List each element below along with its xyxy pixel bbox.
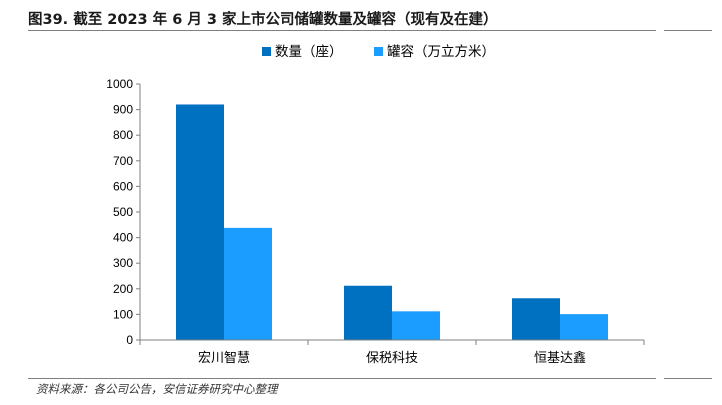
top-rule — [28, 30, 656, 31]
bottom-rule — [28, 378, 656, 379]
y-tick-label: 700 — [113, 154, 133, 168]
y-tick-label: 1000 — [106, 77, 133, 91]
legend-swatch — [374, 47, 383, 56]
legend: 数量（座） 罐容（万立方米） — [262, 43, 495, 60]
y-tick-label: 400 — [113, 231, 133, 245]
x-category-label: 宏川智慧 — [198, 350, 250, 366]
bar-count — [512, 298, 560, 340]
y-tick-label: 100 — [113, 307, 133, 321]
bar-count — [344, 285, 392, 340]
y-tick-label: 200 — [113, 282, 133, 296]
bars — [176, 104, 608, 340]
y-tick-label: 900 — [113, 103, 133, 117]
bar-capacity — [224, 227, 272, 340]
x-axis: 宏川智慧 保税科技 恒基达鑫 — [139, 339, 645, 366]
y-tick-label: 500 — [113, 205, 133, 219]
legend-swatch — [262, 47, 271, 56]
bar-capacity — [392, 311, 440, 340]
legend-label: 罐容（万立方米） — [387, 43, 495, 60]
y-tick-label: 300 — [113, 256, 133, 270]
bar-capacity — [560, 314, 608, 340]
source-note: 资料来源：各公司公告，安信证券研究中心整理 — [36, 382, 278, 396]
y-axis: 0 100 200 300 400 500 600 700 800 900 1000 — [106, 77, 141, 347]
figure-caption: 图39. 截至 2023 年 6 月 3 家上市公司储罐数量及罐容（现有及在建） — [28, 12, 498, 28]
bar-count — [176, 104, 224, 340]
y-tick-label: 0 — [126, 333, 133, 347]
bottom-rule-right — [664, 378, 712, 379]
legend-label: 数量（座） — [275, 44, 343, 60]
y-tick-label: 600 — [113, 179, 133, 193]
x-category-label: 恒基达鑫 — [534, 350, 586, 366]
top-rule-right — [664, 30, 712, 31]
y-tick-label: 800 — [113, 128, 133, 142]
x-category-label: 保税科技 — [366, 351, 418, 366]
